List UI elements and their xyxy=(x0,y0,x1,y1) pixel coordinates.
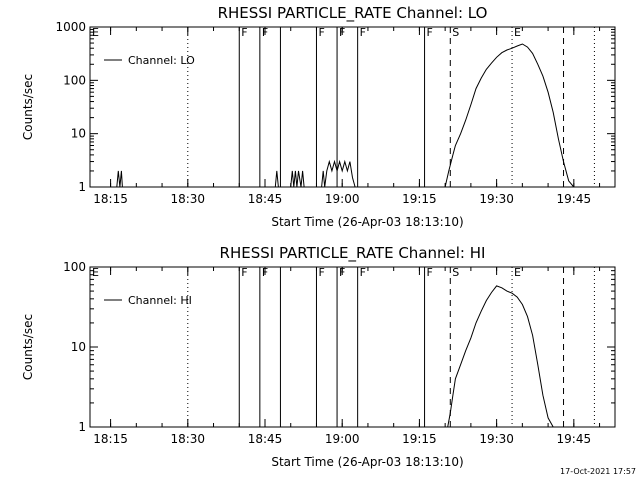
marker-label-0: F xyxy=(241,26,247,39)
x-axis-label: Start Time (26-Apr-03 18:13:10) xyxy=(271,215,463,229)
footer-timestamp: 17-Oct-2021 17:57 xyxy=(560,467,636,476)
marker-label-10: E xyxy=(92,26,99,39)
x-tick-label-5: 19:30 xyxy=(479,192,514,206)
legend-label: Channel: HI xyxy=(128,294,192,307)
marker-label-0: F xyxy=(241,266,247,279)
legend-label: Channel: LO xyxy=(128,54,195,67)
y-tick-label-1: 10 xyxy=(71,340,86,354)
lo-channel-panel: RHESSI PARTICLE_RATE Channel: LOFFFFFFSE… xyxy=(21,4,616,229)
x-tick-label-3: 19:00 xyxy=(325,192,360,206)
y-axis-label: Counts/sec xyxy=(21,74,35,140)
y-tick-label-3: 1000 xyxy=(55,20,86,34)
marker-label-6: F xyxy=(427,26,433,39)
plot-frame xyxy=(89,266,616,428)
y-tick-label-1: 10 xyxy=(71,127,86,141)
x-tick-label-4: 19:15 xyxy=(402,432,437,446)
y-tick-label-0: 1 xyxy=(78,180,86,194)
marker-label-3: F xyxy=(318,26,324,39)
x-tick-label-3: 19:00 xyxy=(325,432,360,446)
y-tick-label-2: 100 xyxy=(63,260,86,274)
x-tick-label-6: 19:45 xyxy=(557,432,592,446)
x-tick-label-2: 18:45 xyxy=(248,432,283,446)
series-line-0 xyxy=(116,43,575,188)
x-tick-label-0: 18:15 xyxy=(93,192,128,206)
y-axis-label: Counts/sec xyxy=(21,314,35,380)
marker-label-8: E xyxy=(514,266,521,279)
marker-label-6: F xyxy=(427,266,433,279)
marker-label-8: E xyxy=(514,26,521,39)
marker-label-5: F xyxy=(360,266,366,279)
marker-label-7: S xyxy=(452,266,459,279)
marker-label-5: F xyxy=(360,26,366,39)
x-tick-label-1: 18:30 xyxy=(170,192,205,206)
x-tick-label-6: 19:45 xyxy=(557,192,592,206)
hi-channel-panel: RHESSI PARTICLE_RATE Channel: HIFFFFFFSE… xyxy=(21,244,616,469)
y-tick-label-2: 100 xyxy=(63,73,86,87)
x-tick-label-0: 18:15 xyxy=(93,432,128,446)
y-tick-label-0: 1 xyxy=(78,420,86,434)
x-tick-label-1: 18:30 xyxy=(170,432,205,446)
plot-frame xyxy=(89,26,616,188)
chart-title: RHESSI PARTICLE_RATE Channel: HI xyxy=(220,244,486,263)
marker-label-3: F xyxy=(318,266,324,279)
x-axis-label: Start Time (26-Apr-03 18:13:10) xyxy=(271,455,463,469)
x-tick-label-5: 19:30 xyxy=(479,432,514,446)
x-tick-label-4: 19:15 xyxy=(402,192,437,206)
x-tick-label-2: 18:45 xyxy=(248,192,283,206)
chart-title: RHESSI PARTICLE_RATE Channel: LO xyxy=(218,4,488,23)
marker-label-10: E xyxy=(92,266,99,279)
marker-label-7: S xyxy=(452,26,459,39)
series-line-0 xyxy=(447,285,554,428)
